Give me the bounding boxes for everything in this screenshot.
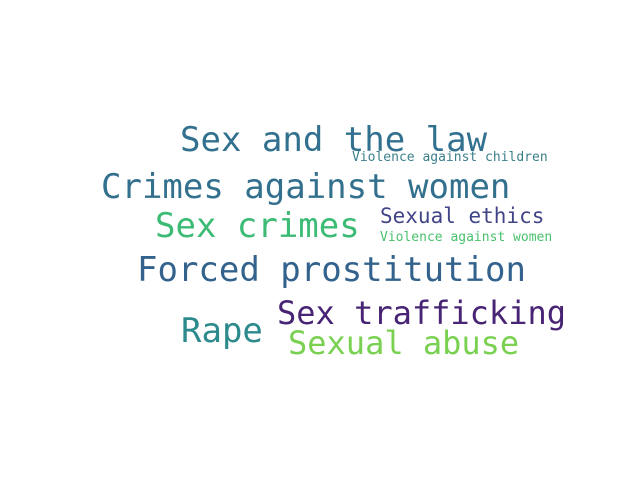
- word-sex-trafficking: Sex trafficking: [277, 294, 566, 332]
- word-forced-prostitution: Forced prostitution: [137, 250, 526, 290]
- word-violence-against-women: Violence against women: [380, 230, 553, 245]
- word-crimes-against-women: Crimes against women: [101, 167, 511, 207]
- word-sex-and-the-law: Sex and the law: [180, 120, 488, 160]
- word-sex-crimes: Sex crimes: [155, 206, 360, 246]
- word-violence-against-children: Violence against children: [352, 150, 548, 165]
- word-rape: Rape: [181, 311, 263, 351]
- word-sexual-abuse: Sexual abuse: [288, 324, 520, 362]
- word-sexual-ethics: Sexual ethics: [380, 204, 545, 228]
